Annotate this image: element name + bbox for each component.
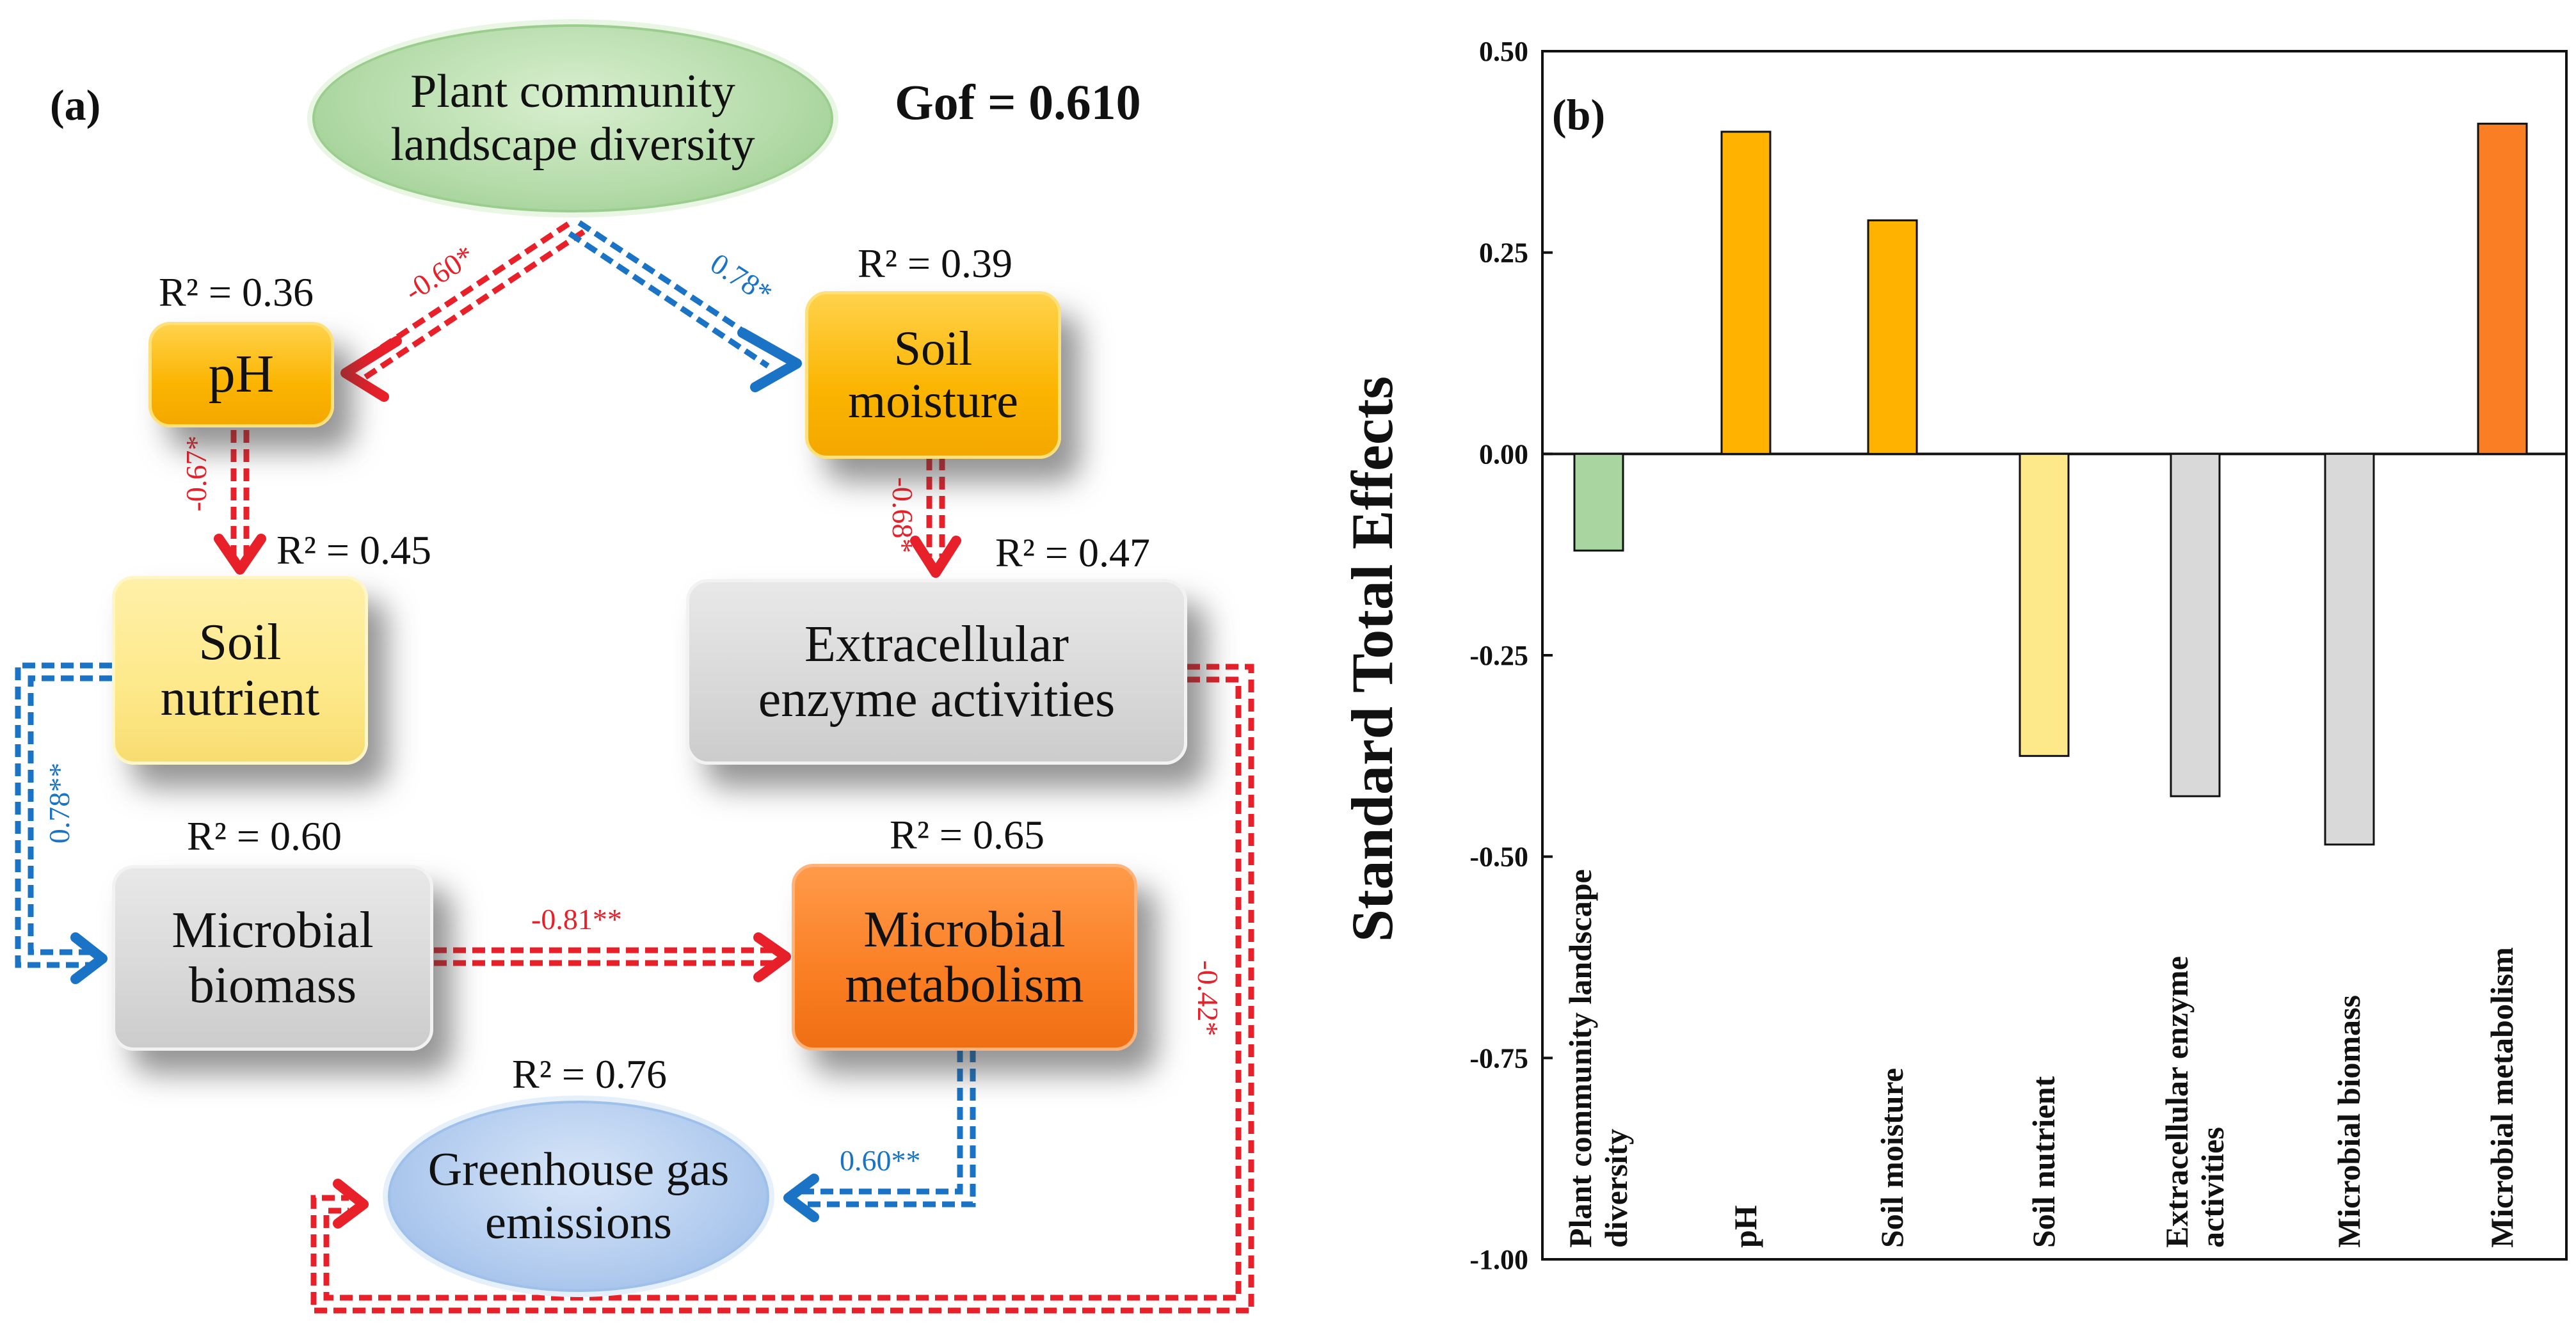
node-plant-community: Plant community landscape diversity xyxy=(307,19,838,218)
node-soil-moisture: Soil moisture xyxy=(805,291,1061,459)
node-enzyme-activities: Extracellular enzyme activities xyxy=(686,579,1187,765)
r2-ph: R² = 0.36 xyxy=(159,269,314,315)
node-ph: pH xyxy=(148,322,334,427)
node-microbial-metabolism: Microbial metabolism xyxy=(792,864,1137,1051)
bar xyxy=(1867,219,1918,455)
node-biomass-line1: Microbial xyxy=(172,902,374,959)
bar xyxy=(2324,452,2375,846)
arrow-moisture-enzyme xyxy=(910,458,961,578)
x-category-label: pH xyxy=(1727,1205,1763,1248)
r2-enzyme: R² = 0.47 xyxy=(995,530,1150,575)
bar xyxy=(2170,452,2221,797)
path-label-metabolism-ghg: 0.60** xyxy=(840,1144,921,1177)
y-tick-label: 0.50 xyxy=(1479,36,1528,67)
arrow-biomass-metabolism xyxy=(434,932,791,982)
x-category-label: Extracellular enzyme xyxy=(2159,956,2195,1248)
x-category-label: Microbial metabolism xyxy=(2484,947,2520,1248)
panel-a-label: (a) xyxy=(50,81,101,129)
x-category-label: Soil moisture xyxy=(1874,1068,1910,1248)
y-tick-label: 0.25 xyxy=(1479,237,1528,269)
path-label-enzyme-ghg: -0.42* xyxy=(1192,960,1224,1037)
path-label-biomass-metabolism: -0.81** xyxy=(531,903,622,936)
r2-soil-moisture: R² = 0.39 xyxy=(858,241,1012,286)
y-tick-label: -0.50 xyxy=(1469,841,1528,873)
arrow-plant-moisture xyxy=(568,220,802,392)
y-tick-label: -0.25 xyxy=(1469,640,1528,671)
x-category-label: diversity xyxy=(1598,1129,1634,1248)
r2-metabolism: R² = 0.65 xyxy=(890,812,1044,857)
r2-biomass: R² = 0.60 xyxy=(187,813,342,859)
gof-value: Gof = 0.610 xyxy=(895,74,1141,130)
node-nutrient-line1: Soil xyxy=(198,614,282,671)
arrow-enzyme-ghg xyxy=(310,664,1254,1314)
y-axis-label: Standard Total Effects xyxy=(1340,376,1405,942)
x-category-label: activities xyxy=(2195,1127,2230,1248)
node-microbial-biomass: Microbial biomass xyxy=(112,865,433,1051)
x-category-label: Soil nutrient xyxy=(2026,1076,2061,1248)
path-label-moisture-enzyme: -0.68* xyxy=(886,477,919,554)
node-nutrient-line2: nutrient xyxy=(160,669,320,726)
node-metabolism-line2: metabolism xyxy=(845,957,1084,1013)
node-soil-nutrient: Soil nutrient xyxy=(112,576,368,765)
node-plant-line2: landscape diversity xyxy=(390,118,755,171)
x-category-label: Microbial biomass xyxy=(2331,995,2367,1248)
node-ph-label: pH xyxy=(208,344,275,404)
arrow-metabolism-ghg xyxy=(783,1049,976,1222)
node-ghg-line1: Greenhouse gas xyxy=(428,1143,730,1196)
arrow-plant-ph xyxy=(340,221,586,402)
node-enzyme-line2: enzyme activities xyxy=(758,671,1116,728)
bar xyxy=(1573,452,1624,552)
node-biomass-line2: biomass xyxy=(188,957,357,1014)
bar xyxy=(2477,122,2528,455)
node-moisture-line1: Soil xyxy=(893,321,973,376)
bar xyxy=(2019,452,2070,757)
node-metabolism-line1: Microbial xyxy=(863,901,1066,958)
y-tick-label: -1.00 xyxy=(1469,1244,1528,1275)
arrow-nutrient-biomass xyxy=(15,662,112,984)
node-moisture-line2: moisture xyxy=(848,374,1018,428)
node-enzyme-line1: Extracellular xyxy=(804,616,1069,673)
path-label-nutrient-biomass: 0.78** xyxy=(43,763,76,844)
x-category-label: Plant community landscape xyxy=(1562,869,1598,1248)
node-ghg-line2: emissions xyxy=(485,1196,672,1249)
arrow-ph-nutrient xyxy=(214,430,266,575)
path-label-ph-nutrient: -0.67* xyxy=(180,436,212,512)
node-greenhouse-gas: Greenhouse gas emissions xyxy=(383,1096,774,1297)
y-tick-label: 0.00 xyxy=(1479,438,1528,470)
r2-ghg: R² = 0.76 xyxy=(512,1051,667,1097)
panel-b-label: (b) xyxy=(1552,90,1606,139)
node-plant-line1: Plant community xyxy=(410,65,735,118)
r2-soil-nutrient: R² = 0.45 xyxy=(276,527,431,573)
bar xyxy=(1720,131,1772,455)
y-tick-label: -0.75 xyxy=(1469,1042,1528,1074)
